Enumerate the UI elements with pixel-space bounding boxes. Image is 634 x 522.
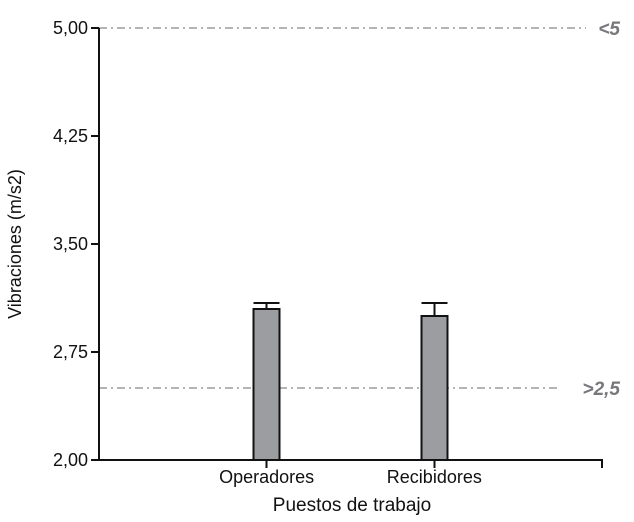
reference-label: <5 [598, 19, 620, 40]
y-axis-title: Vibraciones (m/s2) [5, 169, 25, 319]
x-axis-title: Puestos de trabajo [272, 495, 432, 516]
y-tick-label: 2,00 [53, 450, 88, 470]
bar-recibidores [420, 315, 449, 461]
bar-operadores [252, 307, 281, 461]
y-tick-label: 4,25 [53, 126, 88, 146]
x-tick-label-operadores: Operadores [219, 467, 314, 487]
reference-label: >2,5 [582, 379, 620, 400]
y-tick-label: 5,00 [53, 18, 88, 38]
y-tick-label: 3,50 [53, 234, 88, 254]
x-tick-label-recibidores: Recibidores [387, 467, 482, 487]
y-tick-label: 2,75 [53, 342, 88, 362]
